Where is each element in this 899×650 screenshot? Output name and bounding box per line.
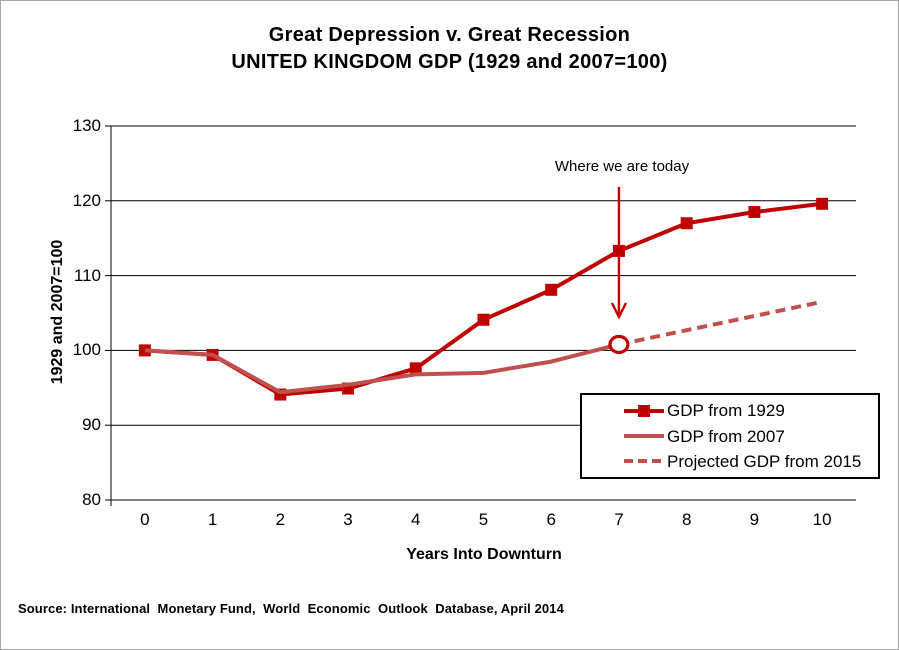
legend-label: GDP from 1929 [667, 401, 785, 421]
y-tick-label: 110 [73, 265, 101, 285]
chart-title: Great Depression v. Great Recession UNIT… [1, 22, 898, 76]
x-tick-label: 3 [343, 510, 353, 529]
x-tick-label: 9 [749, 510, 760, 529]
legend-key-gdp-from-2007 [624, 434, 664, 438]
series-line-gdp-from-1929 [144, 201, 823, 397]
series-line-projected-gdp-from-2015 [618, 299, 823, 347]
y-tick-label: 130 [72, 116, 101, 135]
chart-title-line2: UNITED KINGDOM GDP (1929 and 2007=100) [231, 51, 668, 73]
x-tick-label: 8 [681, 510, 692, 529]
x-tick-label: 1 [207, 510, 218, 529]
legend-key-gdp-from-1929 [624, 404, 664, 417]
y-tick-label: 80 [82, 490, 101, 509]
legend-item-gdp-from-1929: GDP from 1929 [624, 401, 878, 420]
legend-item-projected-gdp-from-2015: Projected GDP from 2015 [624, 452, 878, 471]
data-point-marker-gdp-from-1929 [409, 362, 422, 375]
y-tick-label: 100 [72, 340, 101, 360]
data-point-marker-gdp-from-1929 [477, 313, 490, 326]
source-note: Source: International Monetary Fund, Wor… [18, 601, 564, 616]
legend-key-projected-gdp-from-2015 [624, 459, 664, 464]
data-point-marker-gdp-from-1929 [816, 197, 829, 210]
x-tick-label: 6 [546, 510, 556, 529]
legend-box: GDP from 1929 GDP from 2007 Projected GDP … [580, 393, 880, 479]
x-tick-label: 7 [614, 510, 624, 529]
annotation-text: Where we are today [554, 158, 690, 175]
y-tick-label: 90 [82, 415, 101, 435]
chart-title-line1: Great Depression v. Great Recession [268, 24, 631, 46]
y-tick-label: 120 [72, 190, 101, 210]
data-point-marker-gdp-from-1929 [748, 206, 761, 219]
x-tick-label: 5 [478, 510, 489, 529]
x-tick-label: 4 [411, 510, 421, 529]
annotation-arrow-head [610, 302, 628, 320]
legend-marker-sample [638, 404, 650, 417]
x-tick-label: 0 [140, 510, 150, 529]
x-tick-label: 10 [812, 510, 832, 529]
legend-label: GDP from 2007 [667, 426, 785, 446]
legend-item-gdp-from-2007: GDP from 2007 [624, 427, 878, 446]
y-axis-title: 1929 and 2007=100 [49, 239, 66, 385]
data-point-marker-gdp-from-1929 [545, 283, 558, 296]
data-point-marker-gdp-from-1929 [680, 217, 693, 230]
x-axis-title: Years Into Downturn [406, 546, 562, 563]
x-tick-label: 2 [275, 510, 286, 529]
series-line-gdp-from-2007 [144, 342, 620, 395]
legend-label: Projected GDP from 2015 [667, 451, 862, 471]
today-marker-circle [608, 334, 630, 355]
